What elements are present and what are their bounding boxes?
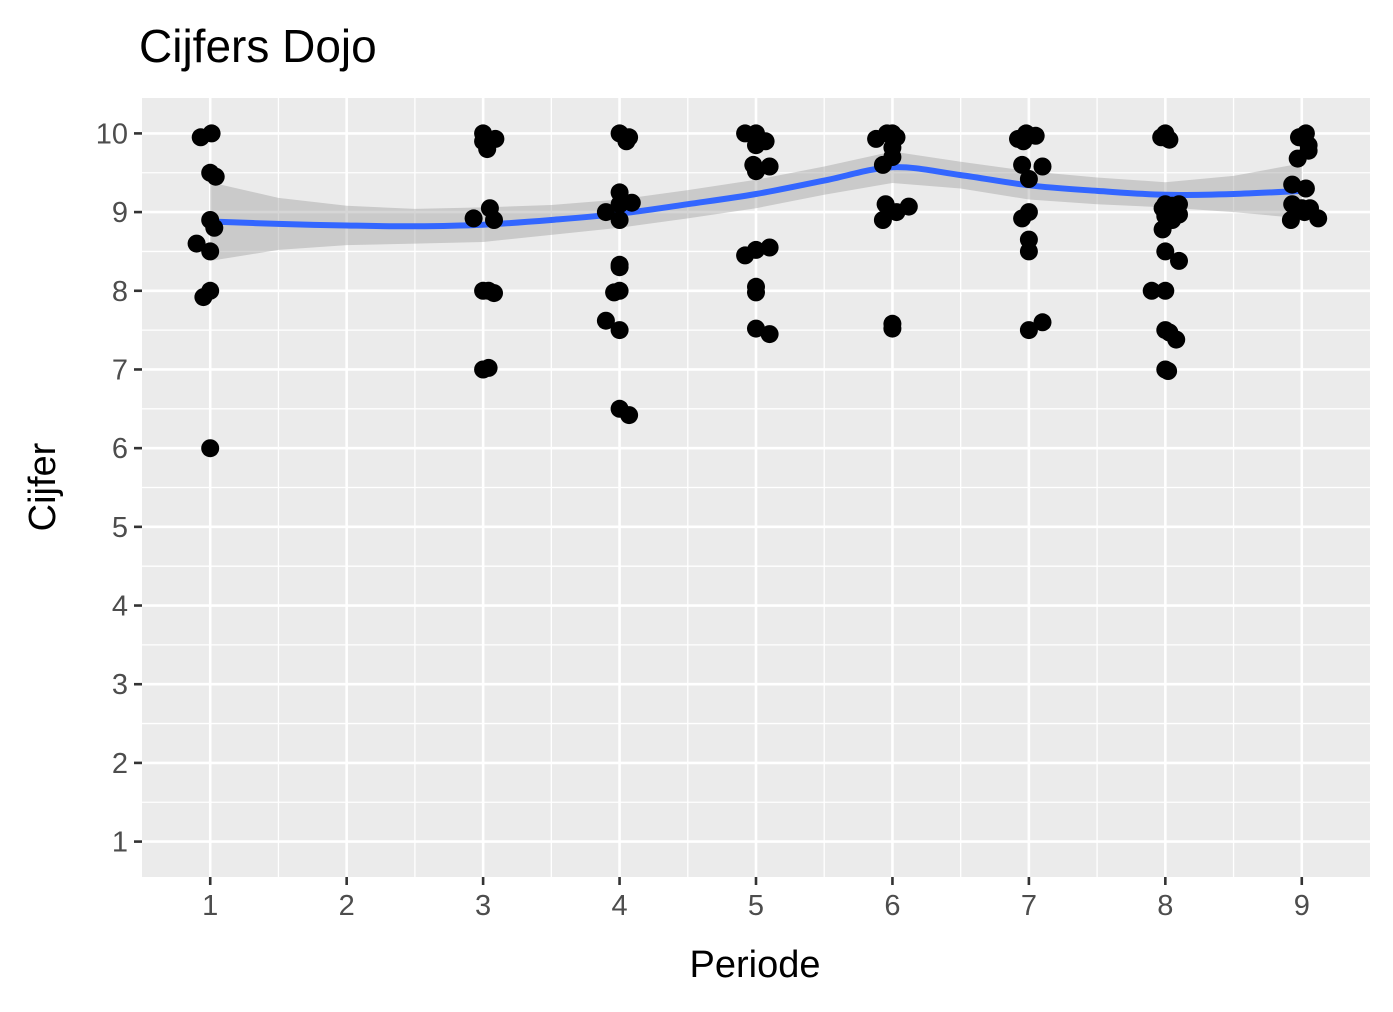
x-axis: 1 2 3 4 5 6 7 8 9: [202, 877, 1310, 922]
data-point: [617, 132, 636, 151]
data-point: [206, 167, 225, 186]
x-tick-label: 3: [475, 890, 491, 922]
x-tick-label: 7: [1021, 890, 1037, 922]
data-point: [747, 162, 765, 181]
data-point: [464, 209, 483, 228]
data-point: [1170, 251, 1188, 270]
x-tick-label: 1: [202, 890, 218, 922]
data-point: [1019, 170, 1038, 188]
data-point: [1142, 281, 1161, 300]
y-tick-label: 4: [112, 591, 128, 623]
data-point: [1156, 281, 1175, 300]
data-point: [596, 311, 615, 330]
data-point: [747, 136, 765, 155]
data-points: [187, 124, 1328, 458]
data-point: [760, 325, 779, 344]
data-point: [610, 258, 629, 277]
y-tick-label: 5: [112, 512, 128, 544]
data-point: [605, 283, 624, 302]
data-point: [479, 281, 498, 300]
x-tick-label: 6: [884, 890, 900, 922]
y-axis: 1 2 3 4 5 6 7 8 9 10: [96, 118, 142, 859]
data-point: [873, 211, 892, 229]
data-point: [610, 195, 629, 214]
data-point: [1296, 179, 1315, 198]
data-point: [610, 211, 629, 229]
data-point: [1033, 313, 1052, 332]
x-axis-title: Periode: [690, 944, 821, 986]
data-point: [887, 203, 906, 222]
data-point: [1283, 175, 1302, 194]
data-point: [596, 203, 615, 222]
data-point: [201, 281, 220, 300]
x-tick-label: 2: [339, 890, 355, 922]
chart-title: Cijfers Dojo: [139, 20, 377, 72]
x-tick-label: 5: [748, 890, 764, 922]
data-point: [760, 157, 779, 176]
data-point: [1013, 209, 1032, 228]
data-point: [485, 211, 503, 229]
y-tick-label: 3: [112, 669, 128, 701]
data-point: [1288, 149, 1307, 168]
y-tick-label: 10: [96, 118, 128, 150]
data-point: [883, 319, 902, 338]
data-point: [747, 283, 765, 302]
data-point: [1156, 242, 1175, 261]
data-point: [202, 124, 221, 143]
data-point: [1019, 321, 1038, 340]
data-point: [1160, 130, 1179, 149]
x-tick-label: 4: [611, 890, 627, 922]
y-axis-title: Cijfer: [22, 442, 64, 531]
data-point: [1309, 209, 1328, 228]
data-point: [1033, 157, 1052, 176]
data-point: [610, 321, 629, 340]
y-tick-label: 8: [112, 276, 128, 308]
y-tick-label: 7: [112, 354, 128, 386]
x-tick-label: 8: [1157, 890, 1173, 922]
data-point: [205, 218, 224, 237]
data-point: [201, 242, 220, 261]
data-point: [736, 246, 755, 265]
data-point: [1159, 362, 1178, 380]
y-tick-label: 6: [112, 433, 128, 465]
data-point: [474, 132, 493, 151]
data-point: [1281, 211, 1300, 229]
y-tick-label: 2: [112, 748, 128, 780]
data-point: [1167, 330, 1186, 349]
data-point: [760, 238, 779, 257]
smooth-line-path: [210, 164, 1302, 230]
y-tick-label: 1: [112, 827, 128, 859]
data-point: [1014, 132, 1033, 151]
y-tick-label: 9: [112, 197, 128, 229]
data-point: [620, 406, 639, 425]
data-point: [873, 155, 892, 174]
data-point: [1295, 203, 1314, 222]
data-point: [1019, 242, 1038, 261]
smooth-line: [210, 164, 1302, 230]
x-tick-label: 9: [1294, 890, 1310, 922]
data-point: [1153, 220, 1172, 239]
data-point: [1013, 155, 1032, 174]
data-point: [479, 358, 498, 377]
data-point: [747, 319, 765, 338]
data-point: [187, 234, 206, 253]
data-point: [201, 439, 220, 458]
